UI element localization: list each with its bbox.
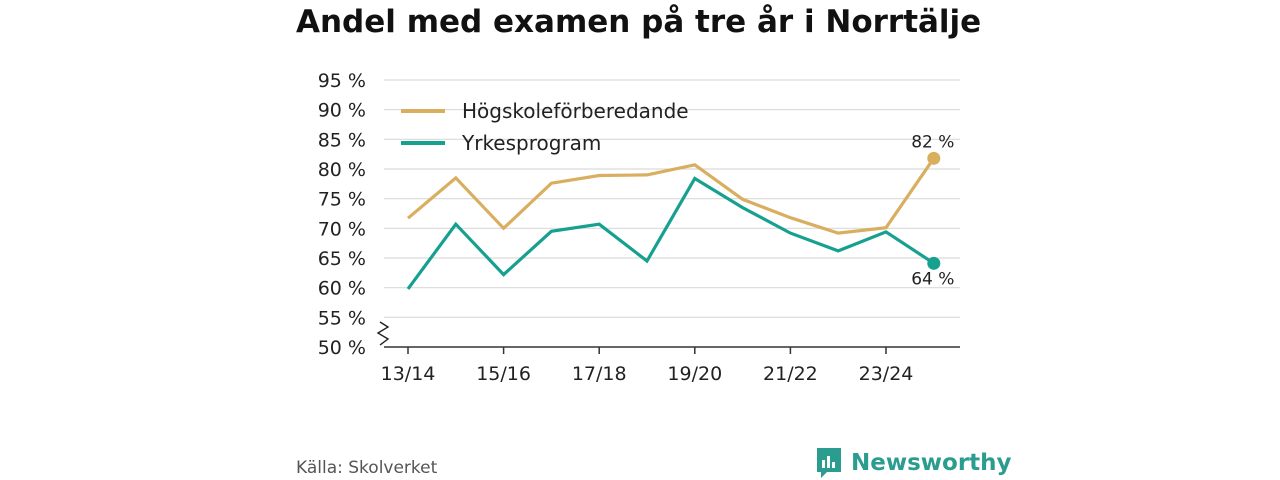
x-tick-label: 17/18 — [572, 363, 627, 385]
x-tick-label: 19/20 — [667, 363, 722, 385]
y-tick-label: 50 % — [318, 337, 366, 359]
chart-title: Andel med examen på tre år i Norrtälje — [296, 4, 982, 40]
y-tick-label: 75 % — [318, 189, 366, 211]
x-axis: 13/14 15/16 17/18 19/20 21/22 23/24 — [381, 346, 960, 385]
x-tick-label: 13/14 — [381, 363, 436, 385]
legend: Högskoleförberedande Yrkesprogram — [401, 99, 689, 155]
x-tick-label: 21/22 — [763, 363, 818, 385]
x-tick-label: 15/16 — [476, 363, 531, 385]
axis-break-mark — [376, 321, 390, 346]
y-tick-label: 60 % — [318, 278, 366, 300]
y-tick-label: 70 % — [318, 218, 366, 240]
series: 82 % 64 % — [406, 132, 954, 290]
brand-logo: Newsworthy — [815, 446, 1012, 480]
y-tick-label: 65 % — [318, 248, 366, 270]
y-axis-ticks: 50 % 55 % 60 % 65 % 70 % 75 % 80 % 85 % 90 % 95 % — [318, 70, 390, 359]
series-end-label: 64 % — [911, 269, 954, 289]
y-tick-label: 80 % — [318, 159, 366, 181]
y-tick-label: 90 % — [318, 100, 366, 122]
x-tick-label: 23/24 — [859, 363, 914, 385]
series-end-point — [927, 151, 941, 165]
y-tick-label: 85 % — [318, 129, 366, 151]
newsworthy-logo-icon — [817, 448, 841, 478]
source-note: Källa: Skolverket — [296, 458, 438, 478]
legend-label: Yrkesprogram — [461, 131, 601, 155]
y-tick-label: 95 % — [318, 70, 366, 92]
legend-label: Högskoleförberedande — [462, 99, 689, 123]
series-line-1 — [406, 157, 936, 235]
brand-name: Newsworthy — [851, 450, 1012, 476]
series-end-label: 82 % — [911, 132, 954, 152]
series-end-point — [927, 256, 941, 270]
y-tick-label: 55 % — [318, 307, 366, 329]
series-line-2 — [406, 176, 935, 290]
